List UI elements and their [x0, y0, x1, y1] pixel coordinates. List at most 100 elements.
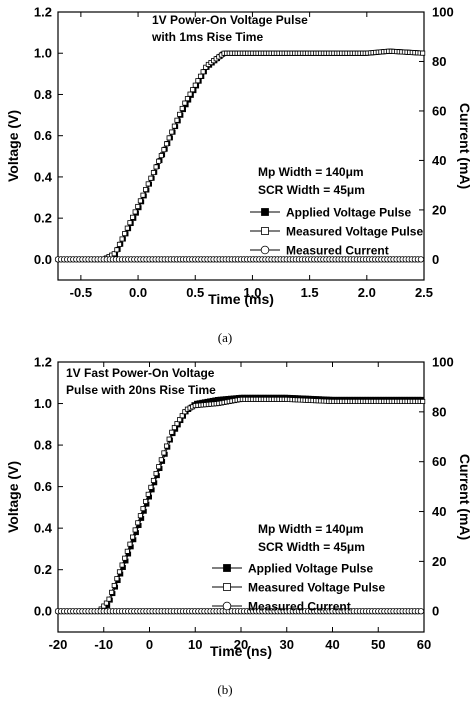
y2-tick-label: 20: [432, 202, 446, 217]
legend-label: Applied Voltage Pulse: [248, 562, 373, 576]
data-point: [163, 141, 169, 147]
series-line: [58, 399, 424, 612]
legend-label: Measured Current: [248, 600, 351, 614]
figure-caption: (b): [217, 682, 232, 697]
x-tick-label: 0: [146, 637, 153, 652]
x-tick-label: 0.5: [186, 285, 204, 300]
y-tick-label: 0.0: [34, 604, 52, 619]
legend-marker: [261, 227, 269, 235]
y-tick-label: 0.4: [34, 169, 53, 184]
data-point: [135, 203, 141, 209]
data-point: [135, 520, 141, 526]
data-point: [417, 608, 425, 615]
data-point: [171, 425, 177, 431]
data-point: [179, 105, 185, 111]
y2-tick-label: 0: [432, 604, 439, 619]
data-point: [166, 135, 172, 141]
y2-tick-label: 100: [432, 5, 454, 20]
data-point: [127, 541, 133, 547]
data-point: [156, 158, 162, 164]
x-tick-label: 2.5: [415, 285, 433, 300]
data-point: [177, 111, 183, 117]
data-point: [114, 247, 120, 253]
y-axis-label: Voltage (V): [5, 461, 21, 533]
y2-tick-label: 60: [432, 103, 446, 118]
data-point: [156, 464, 162, 470]
y-tick-label: 0.4: [34, 521, 53, 536]
data-point: [122, 555, 128, 561]
y-tick-label: 0.2: [34, 562, 52, 577]
data-point: [174, 117, 180, 123]
data-point: [161, 450, 167, 456]
data-point: [111, 582, 117, 588]
legend-marker: [223, 564, 231, 572]
data-point: [179, 413, 185, 419]
data-point: [103, 600, 109, 606]
data-point: [127, 220, 133, 226]
data-point: [116, 241, 122, 247]
x-tick-label: 60: [417, 637, 431, 652]
data-point: [158, 457, 164, 463]
y-tick-label: 0.0: [34, 252, 52, 267]
data-point: [143, 187, 149, 193]
x-tick-label: 1.0: [243, 285, 261, 300]
x-tick-label: 1.5: [301, 285, 319, 300]
chart-note: Mp Width = 140μm: [258, 165, 364, 179]
chart-title-line: 1V Power-On Voltage Pulse: [152, 13, 308, 27]
data-point: [145, 491, 151, 497]
data-point: [153, 164, 159, 170]
data-point: [122, 231, 128, 237]
data-point: [150, 477, 156, 483]
data-point: [148, 484, 154, 490]
data-point: [158, 153, 164, 159]
legend-marker: [222, 601, 232, 611]
chart-title-line: Pulse with 20ns Rise Time: [66, 383, 216, 397]
data-point: [111, 251, 117, 257]
legend-label: Measured Voltage Pulse: [248, 581, 385, 595]
data-point: [203, 64, 209, 70]
y-tick-label: 1.0: [34, 396, 52, 411]
data-point: [153, 471, 159, 477]
x-tick-label: 30: [280, 637, 294, 652]
data-point: [177, 417, 183, 423]
data-point: [182, 409, 188, 415]
data-point: [106, 596, 112, 602]
y-tick-label: 0.8: [34, 87, 52, 102]
data-point: [124, 225, 130, 231]
data-point: [119, 562, 125, 568]
chart-panel-a: -0.5 0.0 0.5 1.0 1.5 2.0 2.5 0.0 0.2 0.4 0.6 0.8 1.0…: [5, 5, 473, 346]
y2-tick-label: 80: [432, 54, 446, 69]
data-point: [197, 73, 203, 79]
data-point: [137, 198, 143, 204]
x-tick-label: 2.0: [358, 285, 376, 300]
legend-marker: [223, 583, 231, 591]
data-point: [420, 398, 426, 404]
x-axis-label: Time (ms): [208, 291, 274, 307]
figure-caption: (a): [218, 330, 232, 345]
y2-tick-label: 20: [432, 554, 446, 569]
x-tick-label: -0.5: [70, 285, 92, 300]
data-point: [182, 100, 188, 106]
data-point: [148, 175, 154, 181]
data-point: [143, 498, 149, 504]
y-tick-label: 0.8: [34, 438, 52, 453]
data-point: [132, 527, 138, 533]
legend-marker: [260, 245, 270, 255]
legend-marker: [261, 208, 269, 216]
chart-title-line: with 1ms Rise Time: [151, 30, 263, 44]
legend: Applied Voltage Pulse Measured Voltage Pu…: [250, 206, 423, 258]
x-axis-label: Time (ns): [210, 643, 272, 659]
x-tick-label: -10: [94, 637, 113, 652]
x-tick-label: -20: [49, 637, 68, 652]
y2-tick-label: 40: [432, 153, 446, 168]
y2-axis-label: Current (mA): [457, 103, 473, 189]
y-tick-label: 0.6: [34, 479, 52, 494]
plot-frame: [57, 11, 425, 281]
data-point: [200, 69, 206, 75]
data-point: [132, 209, 138, 215]
y-tick-label: 0.2: [34, 211, 52, 226]
data-point: [145, 181, 151, 187]
y2-tick-label: 100: [432, 355, 454, 370]
series-line: [58, 396, 424, 612]
